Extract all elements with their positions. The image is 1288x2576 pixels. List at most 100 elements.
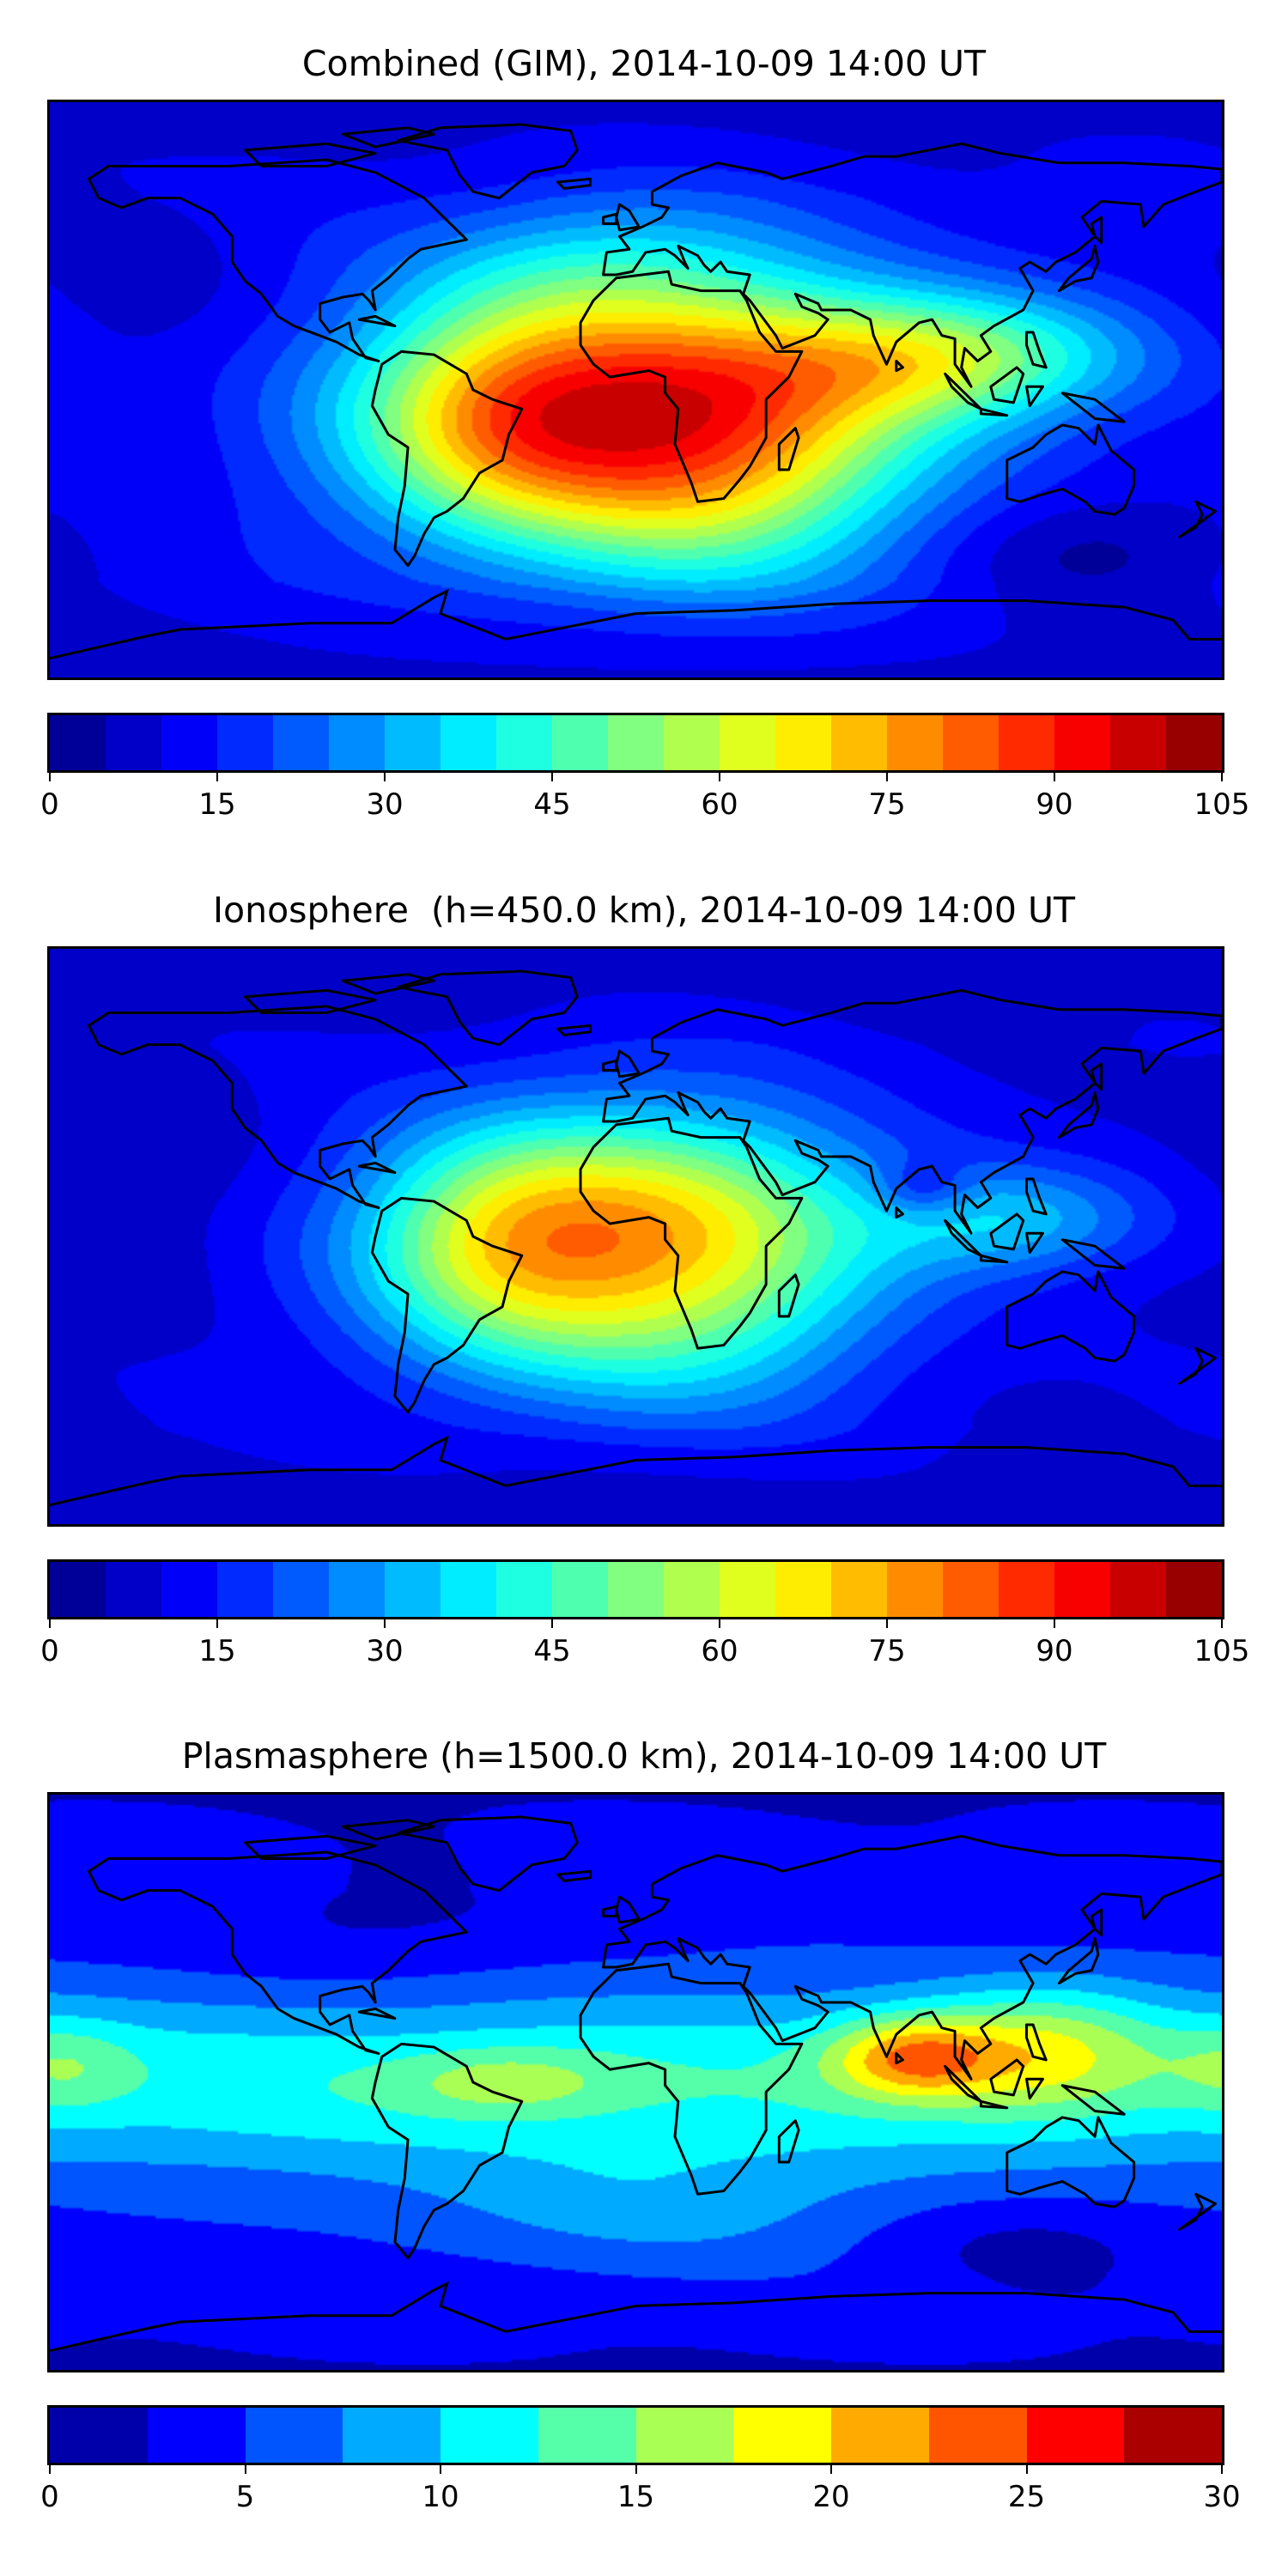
tick-label: 45 xyxy=(533,1634,571,1668)
coastline xyxy=(1057,245,1100,293)
colorbar-segment xyxy=(831,1562,887,1617)
coastline xyxy=(244,988,377,1014)
coastline xyxy=(341,1819,435,1841)
colorbar-segment xyxy=(273,715,329,770)
tick-mark xyxy=(244,2463,246,2474)
coastline xyxy=(989,2058,1025,2097)
colorbar-segment xyxy=(50,715,106,770)
colorbar-segment xyxy=(385,715,440,770)
colorbar xyxy=(47,2405,1224,2465)
coastline xyxy=(895,1206,904,1219)
colorbar-segment xyxy=(1110,1562,1166,1617)
colorbar-segment xyxy=(887,715,943,770)
colorbar-segment xyxy=(943,715,999,770)
colorbar-segment xyxy=(440,1562,496,1617)
coastline xyxy=(1005,423,1136,516)
colorbar-segment xyxy=(999,715,1054,770)
coastline xyxy=(1005,1270,1136,1363)
tick-mark xyxy=(216,770,218,781)
colorbar-segment xyxy=(496,715,552,770)
coastlines xyxy=(50,123,1222,660)
colorbar-segment xyxy=(664,1562,720,1617)
tick-mark xyxy=(49,2463,51,2474)
tick-mark xyxy=(49,1617,51,1628)
coastline xyxy=(370,1196,524,1414)
coastline xyxy=(370,349,524,568)
coastline xyxy=(1090,1062,1103,1091)
coastline xyxy=(1178,500,1217,538)
tick-label: 75 xyxy=(868,787,906,822)
tick-mark xyxy=(216,1617,218,1628)
coastline xyxy=(1005,2116,1136,2208)
tick-label: 5 xyxy=(235,2480,255,2514)
panel-title: Combined (GIM), 2014-10-09 14:00 UT xyxy=(301,43,987,84)
tick-mark xyxy=(551,1617,553,1628)
tick-mark xyxy=(384,770,386,781)
coastline xyxy=(615,1049,641,1078)
colorbar-segment xyxy=(608,715,664,770)
tick-label: 15 xyxy=(617,2480,655,2514)
tick-label: 15 xyxy=(198,787,236,822)
coastline xyxy=(1060,392,1126,423)
tick-mark xyxy=(49,770,51,781)
colorbar-segment xyxy=(733,2408,831,2463)
coastline xyxy=(1025,331,1048,369)
colorbar-segment xyxy=(635,2408,734,2463)
colorbar-segment xyxy=(440,2408,538,2463)
coastline xyxy=(1025,1177,1048,1216)
colorbar-segment xyxy=(343,2408,440,2463)
coastline xyxy=(397,1815,579,1893)
colorbar-segment xyxy=(720,1562,775,1617)
coastline xyxy=(979,1254,1009,1264)
tick-label: 15 xyxy=(198,1634,236,1668)
colorbar-segment xyxy=(720,715,775,770)
tick-mark xyxy=(719,770,720,781)
coastlines xyxy=(50,1815,1222,2353)
colorbar-segment xyxy=(245,2408,343,2463)
tick-mark xyxy=(1221,1617,1223,1628)
tick-mark xyxy=(1221,770,1223,781)
tick-label: 20 xyxy=(812,2480,850,2514)
antarctica-coastline xyxy=(50,2281,1222,2353)
coastline xyxy=(88,1005,468,1209)
colorbar-segment xyxy=(1054,715,1110,770)
coastline xyxy=(615,1895,641,1924)
coastline xyxy=(244,142,377,167)
colorbar-segment xyxy=(273,1562,329,1617)
coastline xyxy=(602,1834,1222,2081)
coastline xyxy=(556,1869,592,1882)
coastline xyxy=(777,427,800,471)
colorbar-segment xyxy=(217,715,273,770)
coastline xyxy=(1090,1908,1103,1937)
coastline xyxy=(341,126,435,149)
coastline xyxy=(397,969,579,1047)
tick-label: 105 xyxy=(1194,1634,1250,1668)
panel-title: Plasmasphere (h=1500.0 km), 2014-10-09 1… xyxy=(181,1735,1107,1777)
coastline xyxy=(1025,385,1044,408)
coastline xyxy=(602,1905,618,1917)
coastline xyxy=(370,2042,524,2260)
colorbar-segment xyxy=(440,715,496,770)
colorbar-segment xyxy=(552,1562,608,1617)
colorbar-segment xyxy=(1054,1562,1110,1617)
tick-mark xyxy=(1054,770,1055,781)
tick-label: 75 xyxy=(868,1634,906,1668)
panel-plasmasphere: Plasmasphere (h=1500.0 km), 2014-10-09 1… xyxy=(0,1692,1288,2539)
coastline xyxy=(615,203,641,232)
colorbar-segment xyxy=(775,715,831,770)
coastline xyxy=(1178,1346,1217,1385)
colorbar-segment xyxy=(1166,1562,1222,1617)
colorbar-segment xyxy=(161,715,217,770)
coastlines xyxy=(50,969,1222,1507)
colorbar-segment xyxy=(1110,715,1166,770)
tick-mark xyxy=(1025,2463,1028,2474)
tick-label: 0 xyxy=(40,2480,59,2514)
coastline xyxy=(88,1850,468,2055)
coastline xyxy=(602,212,618,225)
tick-label: 45 xyxy=(533,787,571,822)
coastline xyxy=(979,2099,1009,2110)
antarctica-coastline xyxy=(50,588,1222,660)
coastline xyxy=(397,123,579,200)
coastline xyxy=(989,366,1025,404)
tick-label: 30 xyxy=(1203,2480,1241,2514)
